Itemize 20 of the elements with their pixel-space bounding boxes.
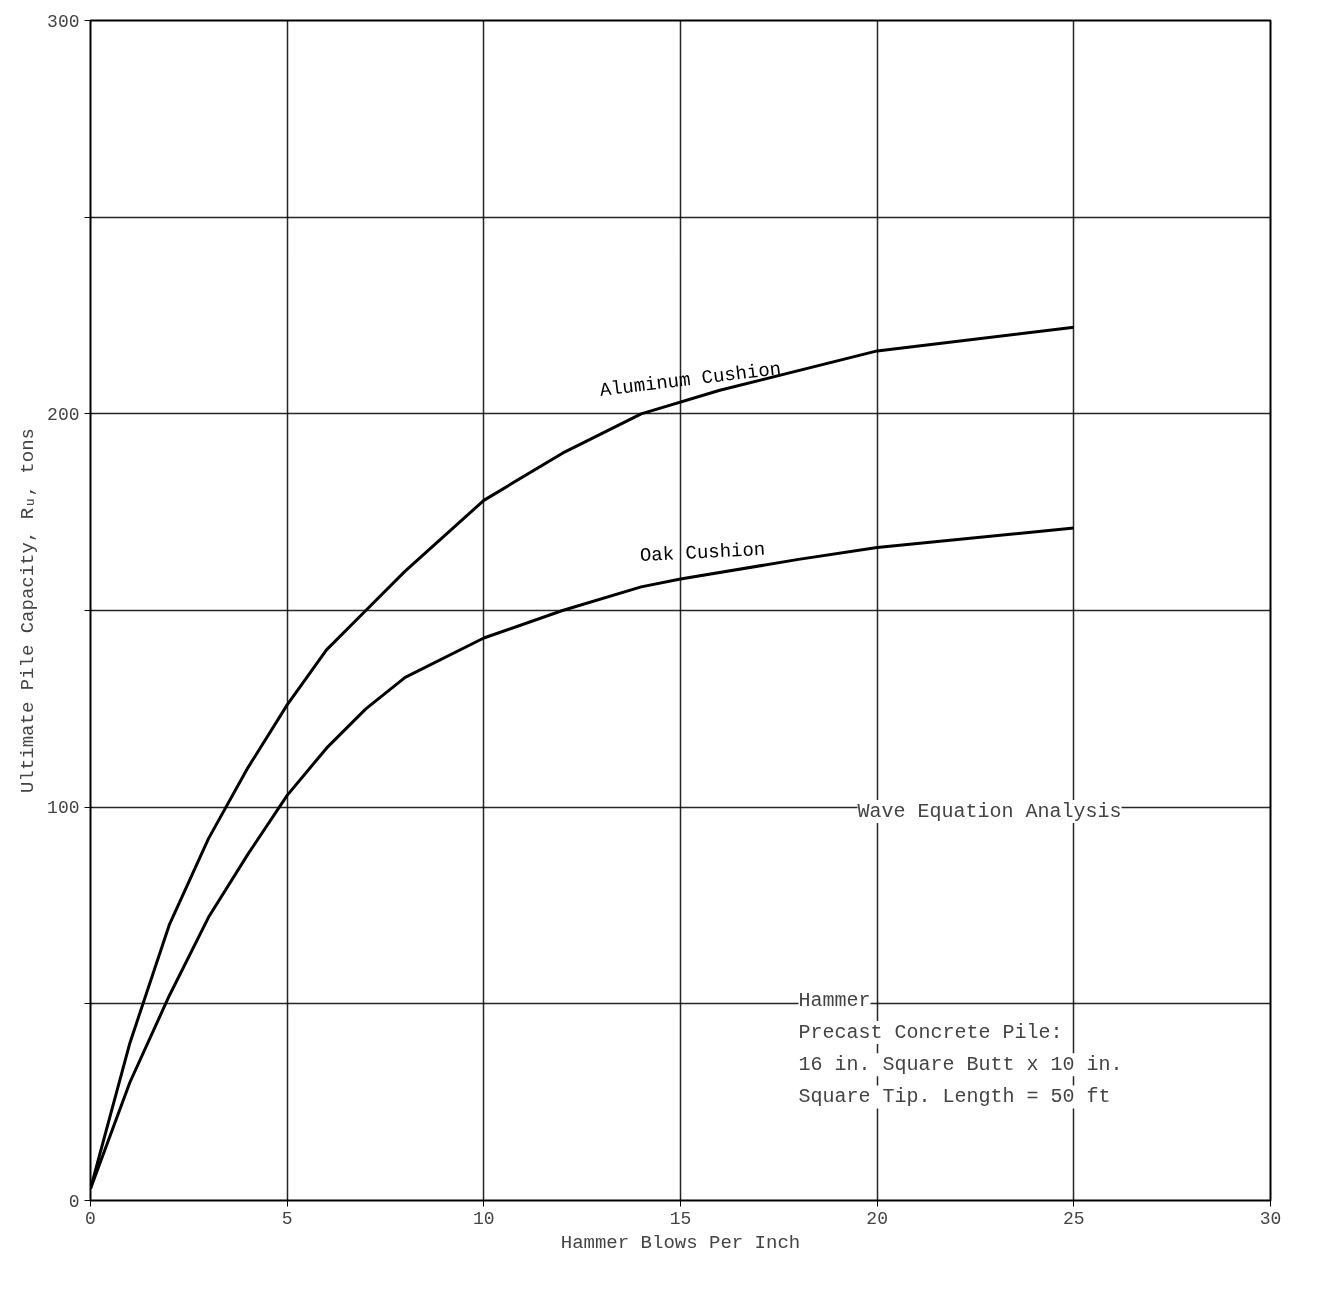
y-tick-label: 200 [47,404,80,425]
x-tick-label: 25 [1063,1208,1085,1229]
x-tick-label: 30 [1259,1208,1282,1229]
annotation: 16 in. Square Butt x 10 in. [798,1053,1123,1077]
annotation: Precast Concrete Pile: [798,1020,1063,1044]
x-tick-label: 20 [866,1208,888,1229]
text: Aluminum Cushion [598,358,783,402]
annotation: Hammer [798,988,871,1012]
series-label: Oak Cushion [639,538,766,568]
y-tick-label: 0 [68,1191,80,1212]
x-tick-label: 15 [669,1208,692,1229]
x-tick-label: 0 [85,1208,96,1229]
x-tick-label: 10 [473,1208,495,1229]
x-axis-title: Hammer Blows Per Inch [560,1231,801,1254]
y-tick-label: 300 [47,11,80,32]
annotation: Wave Equation Analysis [857,799,1122,823]
y-tick-label: 100 [47,798,80,819]
annotation: Square Tip. Length = 50 ft [798,1085,1111,1109]
y-axis-title: Ultimate Pile Capacity, Rᵤ, tons [17,428,40,793]
x-tick-label: 5 [281,1208,293,1229]
